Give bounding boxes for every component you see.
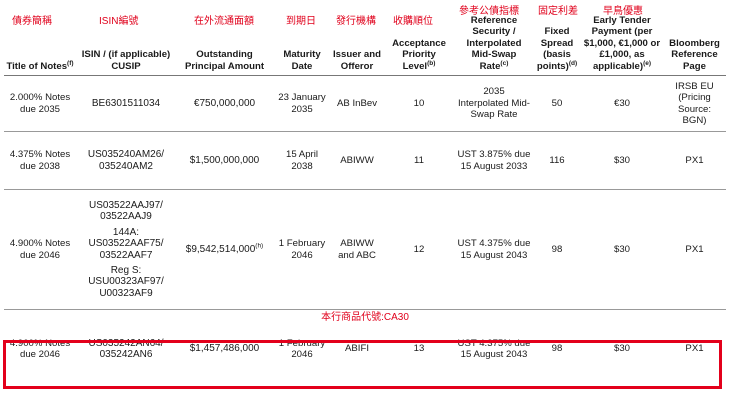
- cell-isin: BE6301511034: [91, 97, 161, 109]
- chinese-annotation-row: 債券簡稱 ISIN編號 在外流通面額 到期日 發行機構 收購順位 參考公債指標 …: [4, 2, 726, 27]
- cell-title: 2.000% Notes due 2035: [9, 92, 71, 115]
- highlight-box: [3, 340, 722, 389]
- cell-isin: US035242AN64/ 035242AN6: [88, 337, 164, 360]
- header-acceptance: Acceptance Priority Level(b): [392, 37, 446, 72]
- cell-early: $30: [613, 343, 630, 355]
- cell-maturity: 23 January 2035: [278, 92, 326, 115]
- cell-bloomberg: PX1: [685, 243, 704, 255]
- cell-bloomberg: PX1: [685, 154, 704, 166]
- header-early: Early Tender Payment (per $1,000, €1,000…: [583, 14, 661, 72]
- header-issuer: Issuer and Offeror: [333, 49, 381, 72]
- cell-isin: US03522AAJ97/ 03522AAJ9 144A: US03522AAF…: [88, 199, 164, 299]
- document: 債券簡稱 ISIN編號 在外流通面額 到期日 發行機構 收購順位 參考公債指標 …: [4, 2, 726, 373]
- cell-outstanding: $1,500,000,000: [189, 154, 260, 166]
- notes-table: Title of Notes(f) ISIN / (if applicable)…: [4, 6, 726, 373]
- cell-spread: 116: [549, 154, 565, 166]
- header-reference: Reference Security / Interpolated Mid-Sw…: [466, 14, 522, 72]
- cell-outstanding: $9,542,514,000(h): [185, 242, 264, 255]
- cell-reference: UST 4.375% due 15 August 2043: [457, 238, 531, 261]
- header-outstanding: Outstanding Principal Amount: [184, 49, 265, 72]
- annotation-isin: ISIN編號: [99, 16, 139, 27]
- cell-bloomberg: IRSB EU (Pricing Source: BGN): [675, 80, 714, 126]
- cell-maturity: 1 February 2046: [278, 238, 326, 261]
- cell-issuer: ABIWW and ABC: [338, 238, 376, 261]
- highlighted-table-row: 4.900% Notes due 2046 US035242AN64/ 0352…: [4, 325, 726, 373]
- cell-title: 4.900% Notes due 2046: [9, 337, 71, 360]
- cell-issuer: ABIWW: [340, 154, 374, 166]
- table-row: 4.375% Notes due 2038 US035240AM26/ 0352…: [4, 132, 726, 190]
- cell-early: $30: [613, 243, 630, 255]
- header-bloomberg: Bloomberg Reference Page: [669, 37, 720, 72]
- cell-reference: 2035 Interpolated Mid-Swap Rate: [458, 86, 530, 121]
- annotation-early: 早鳥優惠: [603, 6, 643, 17]
- cell-priority: 10: [413, 97, 425, 109]
- cell-priority: 11: [414, 154, 424, 166]
- table-row: 4.900% Notes due 2046 US03522AAJ97/ 0352…: [4, 190, 726, 310]
- annotation-title: 債券簡稱: [12, 16, 52, 27]
- annotation-issuer: 發行機構: [336, 16, 376, 27]
- cell-maturity: 15 April 2038: [286, 149, 318, 172]
- annotation-reference: 參考公債指標: [459, 6, 519, 17]
- cell-maturity: 1 February 2046: [278, 337, 326, 360]
- header-spread: Fixed Spread (basis points)(d): [536, 26, 578, 72]
- cell-issuer: ABIFI: [345, 343, 369, 355]
- product-code-note: 本行商品代號:CA30: [321, 311, 409, 323]
- header-isin: ISIN / (if applicable) CUSIP: [81, 49, 171, 72]
- cell-spread: 98: [551, 243, 563, 255]
- cell-priority: 13: [413, 343, 425, 355]
- cell-outstanding: $1,457,486,000: [189, 343, 260, 355]
- header-maturity: Maturity Date: [283, 49, 321, 72]
- cell-priority: 12: [413, 243, 425, 255]
- cell-outstanding: €750,000,000: [193, 97, 256, 109]
- product-code-row: 本行商品代號:CA30: [4, 310, 726, 326]
- cell-title: 4.900% Notes due 2046: [9, 238, 71, 261]
- cell-spread: 50: [551, 97, 563, 109]
- cell-isin: US035240AM26/ 035240AM2: [87, 149, 165, 172]
- header-row: Title of Notes(f) ISIN / (if applicable)…: [4, 6, 726, 76]
- cell-issuer: AB InBev: [337, 97, 377, 109]
- annotation-acceptance: 收購順位: [393, 16, 433, 27]
- cell-early: $30: [613, 154, 630, 166]
- table-row: 2.000% Notes due 2035 BE6301511034 €750,…: [4, 76, 726, 132]
- annotation-outstanding: 在外流通面額: [194, 16, 254, 27]
- cell-early: €30: [613, 97, 630, 109]
- annotation-spread: 固定利差: [538, 6, 578, 17]
- cell-title: 4.375% Notes due 2038: [9, 149, 71, 172]
- cell-bloomberg: PX1: [685, 343, 704, 355]
- annotation-maturity: 到期日: [286, 16, 316, 27]
- cell-reference: UST 3.875% due 15 August 2033: [457, 149, 531, 172]
- header-title: Title of Notes(f): [6, 59, 74, 72]
- cell-reference: UST 4.375% due 15 August 2043: [457, 337, 531, 360]
- cell-spread: 98: [551, 343, 563, 355]
